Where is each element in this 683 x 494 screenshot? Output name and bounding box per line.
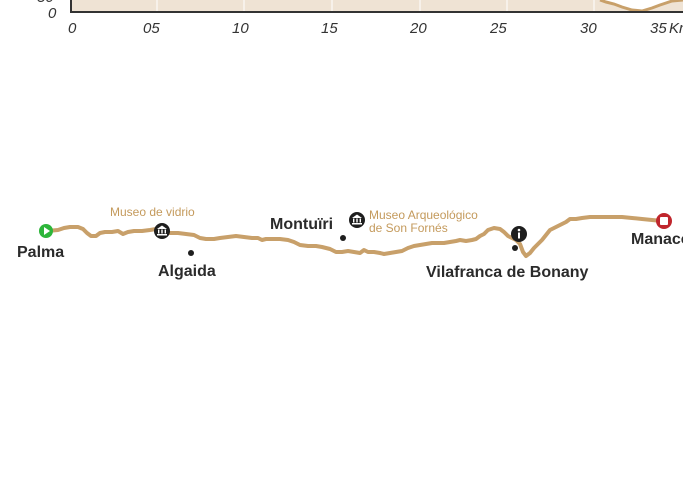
x-unit-label: Km — [669, 20, 683, 37]
town-dot-vilafranca — [512, 245, 518, 251]
finish-label: Manacor — [631, 231, 683, 248]
x-tick-label: 25 — [489, 20, 507, 37]
town-label-algaida: Algaida — [158, 263, 216, 280]
x-tick-label: 05 — [143, 20, 160, 37]
start-marker[interactable] — [39, 224, 53, 238]
x-tick-labels: 0 05 10 15 20 25 30 35 Km — [68, 20, 683, 37]
info-icon[interactable] — [511, 226, 527, 242]
x-tick-label: 20 — [409, 20, 427, 37]
finish-marker[interactable] — [656, 213, 672, 229]
stop-icon — [660, 217, 668, 225]
x-tick-label: 15 — [321, 20, 338, 37]
town-label-vilafranca: Vilafranca de Bonany — [426, 264, 589, 281]
town-dot-algaida — [188, 250, 194, 256]
poi-label-museo-arqueologico-line1: Museo Arqueológico — [369, 208, 478, 222]
x-tick-label: 35 — [650, 20, 667, 37]
x-tick-label: 10 — [232, 20, 249, 37]
poi-label-museo-vidrio: Museo de vidrio — [110, 205, 195, 219]
y-tick-label-zero: 0 — [48, 5, 57, 22]
town-label-montuiri: Montuïri — [270, 216, 333, 233]
elevation-area — [71, 0, 683, 12]
town-dot-montuiri — [340, 235, 346, 241]
elevation-profile: 50 0 0 05 10 15 20 25 30 35 Km — [37, 0, 683, 37]
museum-icon[interactable] — [349, 212, 365, 228]
x-tick-label: 30 — [580, 20, 597, 37]
poi-label-museo-arqueologico-line2: de Son Fornés — [369, 221, 448, 235]
x-tick-label: 0 — [68, 20, 77, 37]
start-label: Palma — [17, 244, 64, 261]
museum-icon[interactable] — [154, 223, 170, 239]
